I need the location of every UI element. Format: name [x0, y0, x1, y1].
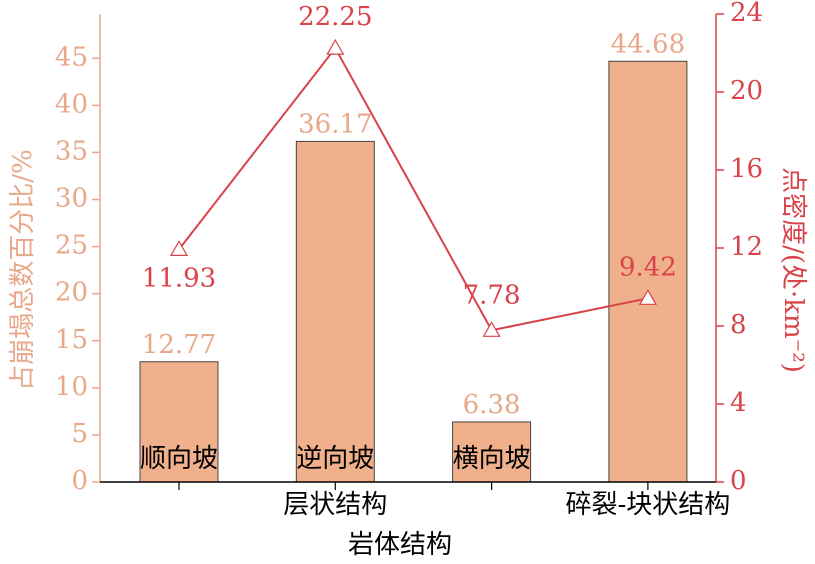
y2-tick-label: 24: [730, 0, 763, 28]
line-marker: [326, 38, 345, 55]
x-axis-label: 岩体结构: [348, 530, 452, 560]
bar: [608, 60, 688, 483]
line: [178, 46, 649, 332]
y-tick-label: 45: [55, 42, 88, 72]
y-tick-label: 40: [55, 89, 88, 119]
line-value-label: 9.42: [619, 252, 677, 282]
y2-tick-label: 16: [730, 154, 763, 184]
y-tick-label: 20: [55, 278, 88, 308]
y2-tick-label: 8: [730, 310, 747, 340]
x-tick-label: 逆向坡: [296, 444, 374, 474]
y-tick-label: 0: [71, 466, 88, 496]
bar: [452, 421, 532, 483]
y-axis-label: 占崩塌总数百分比/%: [8, 149, 38, 390]
line-value-label: 22.25: [298, 2, 372, 32]
y-tick-label: 35: [55, 136, 88, 166]
bar-value-label: 6.38: [463, 390, 521, 420]
y-tick-label: 30: [55, 184, 88, 214]
bar-value-label: 36.17: [298, 109, 372, 139]
bar-value-label: 44.68: [611, 29, 685, 59]
y2-tick-label: 4: [730, 388, 747, 418]
bar: [139, 361, 219, 483]
x-tick-label: 横向坡: [453, 444, 531, 474]
y-tick-label: 25: [55, 231, 88, 261]
y-tick-label: 5: [71, 419, 88, 449]
bar: [295, 140, 375, 483]
line-marker: [638, 289, 657, 305]
y2-tick-label: 0: [730, 466, 747, 496]
y-tick-label: 15: [55, 325, 88, 355]
line-marker: [169, 240, 189, 256]
group-label: 碎裂-块状结构: [566, 490, 731, 520]
bar-value-label: 12.77: [142, 330, 216, 360]
x-tick-label: 顺向坡: [140, 444, 218, 474]
y2-tick-label: 12: [730, 232, 763, 262]
group-label: 层状结构: [283, 490, 387, 520]
line-marker: [482, 321, 501, 337]
y-tick-label: 10: [55, 372, 88, 402]
line-value-label: 7.78: [463, 280, 521, 310]
line-value-label: 11.93: [142, 263, 216, 293]
y2-axis-label: 点密度/(处·km⁻²): [778, 167, 808, 373]
y2-tick-label: 20: [730, 76, 763, 106]
